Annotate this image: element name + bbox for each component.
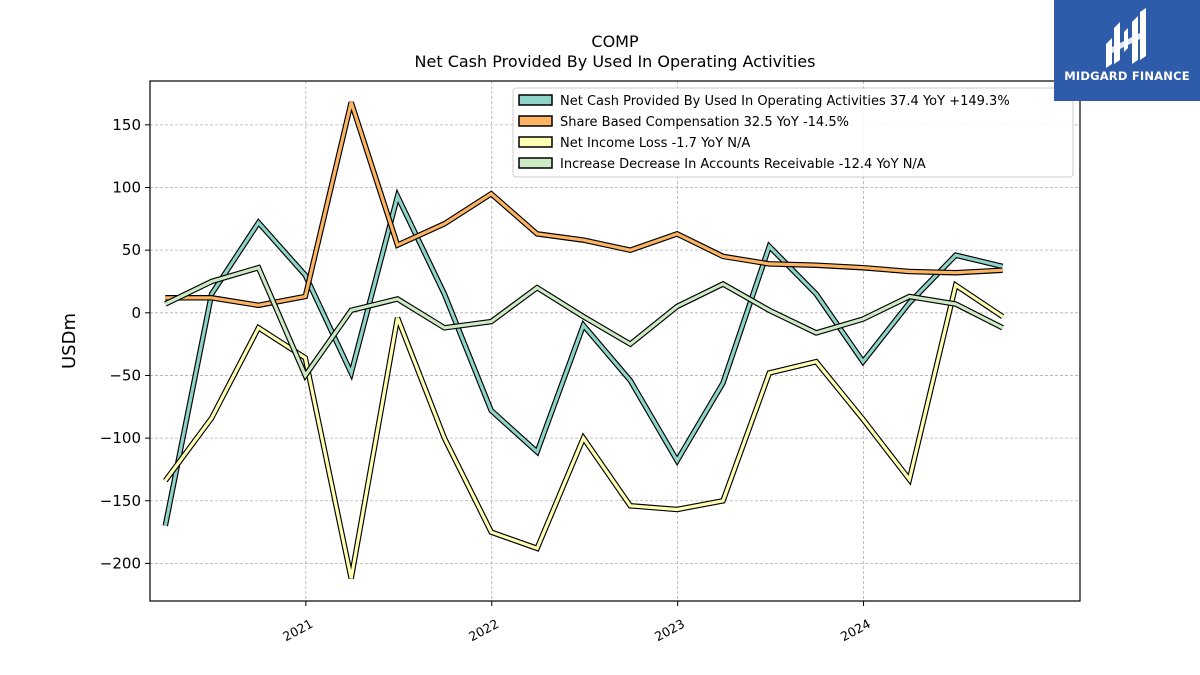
legend-swatch — [518, 157, 553, 169]
series-line-outline — [162, 188, 1004, 527]
midgard-finance-logo: MIDGARD FINANCE — [1054, 0, 1200, 101]
legend-label: Net Cash Provided By Used In Operating A… — [560, 94, 1010, 109]
legend-label: Increase Decrease In Accounts Receivable… — [560, 157, 926, 172]
legend-label: Net Income Loss -1.7 YoY N/A — [560, 136, 750, 151]
y-tick-label: 100 — [112, 179, 141, 197]
series-line — [164, 282, 1004, 579]
x-tick-label: 2023 — [652, 616, 687, 644]
y-tick-label: −100 — [100, 429, 141, 447]
series-line — [164, 265, 1004, 379]
legend-box — [512, 87, 1074, 178]
series-line — [165, 101, 1003, 307]
y-axis-label: USDm — [59, 313, 80, 369]
y-tick-label: 50 — [122, 241, 141, 259]
y-tick-label: −50 — [109, 366, 141, 384]
x-tick-label: 2024 — [838, 616, 873, 644]
y-tick-label: 150 — [112, 116, 141, 134]
series-line-outline — [164, 264, 1004, 382]
plot-frame — [149, 80, 1081, 602]
chart-subtitle: Net Cash Provided By Used In Operating A… — [414, 52, 816, 71]
series-line — [163, 191, 1003, 527]
legend-swatch — [518, 136, 553, 148]
y-tick-label: −150 — [100, 492, 141, 510]
legend-swatch — [518, 115, 553, 127]
x-tick-label: 2021 — [280, 616, 315, 644]
logo-text: MIDGARD FINANCE — [1064, 69, 1190, 83]
x-tick-label: 2022 — [466, 616, 501, 644]
legend-swatch — [518, 94, 553, 106]
y-tick-label: 0 — [131, 304, 141, 322]
chart-title: COMP — [591, 32, 639, 51]
legend-label: Share Based Compensation 32.5 YoY -14.5% — [560, 115, 849, 130]
y-tick-label: −200 — [100, 554, 141, 572]
logo-mark-icon — [1106, 8, 1146, 68]
